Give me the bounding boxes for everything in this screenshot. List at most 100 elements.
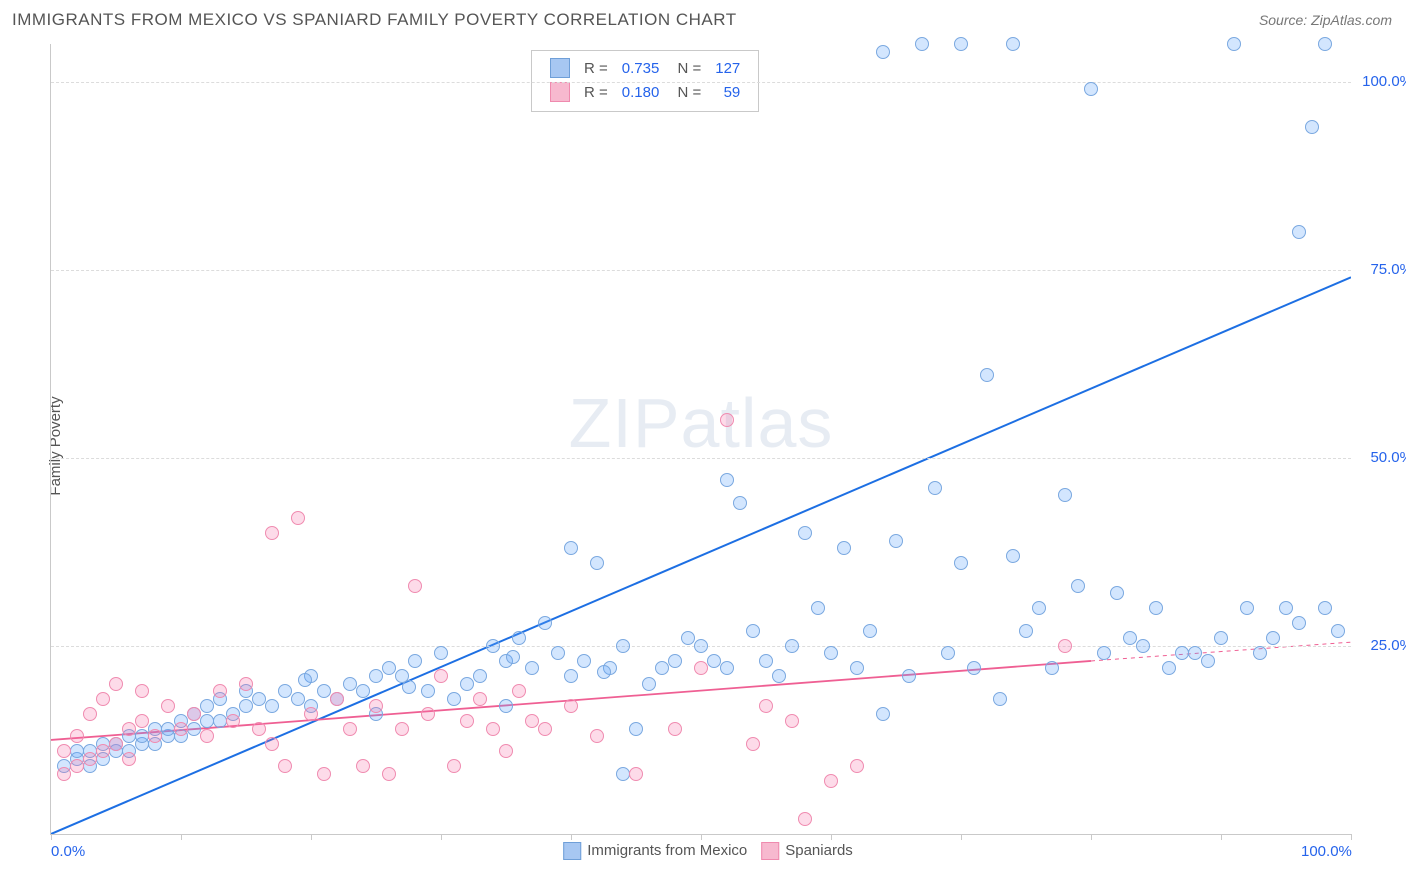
data-point bbox=[616, 767, 630, 781]
data-point bbox=[1032, 601, 1046, 615]
gridline-h bbox=[51, 82, 1351, 83]
data-point bbox=[70, 744, 84, 758]
legend-n-label: N = bbox=[667, 81, 707, 103]
data-point bbox=[1162, 661, 1176, 675]
data-point bbox=[213, 684, 227, 698]
data-point bbox=[798, 526, 812, 540]
data-point bbox=[1110, 586, 1124, 600]
data-point bbox=[1292, 616, 1306, 630]
x-tick bbox=[571, 834, 572, 840]
data-point bbox=[460, 714, 474, 728]
data-point bbox=[668, 722, 682, 736]
data-point bbox=[356, 759, 370, 773]
data-point bbox=[369, 699, 383, 713]
data-point bbox=[57, 767, 71, 781]
data-point bbox=[694, 661, 708, 675]
data-point bbox=[1006, 37, 1020, 51]
data-point bbox=[1214, 631, 1228, 645]
data-point bbox=[1097, 646, 1111, 660]
x-tick bbox=[1351, 834, 1352, 840]
series-legend: Immigrants from MexicoSpaniards bbox=[549, 842, 853, 860]
data-point bbox=[1006, 549, 1020, 563]
gridline-h bbox=[51, 458, 1351, 459]
data-point bbox=[655, 661, 669, 675]
data-point bbox=[265, 699, 279, 713]
data-point bbox=[746, 624, 760, 638]
data-point bbox=[434, 669, 448, 683]
data-point bbox=[876, 45, 890, 59]
data-point bbox=[473, 669, 487, 683]
x-tick-label: 0.0% bbox=[51, 843, 85, 860]
legend-swatch bbox=[563, 842, 581, 860]
data-point bbox=[343, 677, 357, 691]
data-point bbox=[161, 699, 175, 713]
legend-n-value: 59 bbox=[709, 81, 746, 103]
data-point bbox=[597, 665, 611, 679]
data-point bbox=[629, 722, 643, 736]
data-point bbox=[772, 669, 786, 683]
data-point bbox=[96, 744, 110, 758]
gridline-h bbox=[51, 270, 1351, 271]
data-point bbox=[96, 692, 110, 706]
data-point bbox=[525, 661, 539, 675]
data-point bbox=[135, 729, 149, 743]
data-point bbox=[824, 774, 838, 788]
data-point bbox=[135, 714, 149, 728]
data-point bbox=[291, 511, 305, 525]
data-point bbox=[525, 714, 539, 728]
data-point bbox=[408, 654, 422, 668]
legend-r-value: 0.735 bbox=[616, 57, 666, 79]
data-point bbox=[304, 707, 318, 721]
data-point bbox=[252, 722, 266, 736]
data-point bbox=[1240, 601, 1254, 615]
x-tick bbox=[1091, 834, 1092, 840]
data-point bbox=[343, 722, 357, 736]
data-point bbox=[317, 767, 331, 781]
data-point bbox=[298, 673, 312, 687]
data-point bbox=[733, 496, 747, 510]
data-point bbox=[252, 692, 266, 706]
data-point bbox=[1188, 646, 1202, 660]
data-point bbox=[954, 37, 968, 51]
data-point bbox=[785, 639, 799, 653]
data-point bbox=[291, 692, 305, 706]
legend-r-label: R = bbox=[578, 81, 614, 103]
data-point bbox=[850, 759, 864, 773]
data-point bbox=[317, 684, 331, 698]
data-point bbox=[564, 669, 578, 683]
data-point bbox=[538, 616, 552, 630]
data-point bbox=[1136, 639, 1150, 653]
data-point bbox=[720, 473, 734, 487]
x-tick bbox=[181, 834, 182, 840]
data-point bbox=[876, 707, 890, 721]
data-point bbox=[1318, 601, 1332, 615]
legend-n-value: 127 bbox=[709, 57, 746, 79]
watermark-text: ZIPatlas bbox=[569, 383, 834, 463]
data-point bbox=[694, 639, 708, 653]
data-point bbox=[837, 541, 851, 555]
data-point bbox=[1227, 37, 1241, 51]
data-point bbox=[1084, 82, 1098, 96]
data-point bbox=[395, 722, 409, 736]
data-point bbox=[993, 692, 1007, 706]
legend-row: R =0.180 N =59 bbox=[544, 81, 746, 103]
data-point bbox=[1331, 624, 1345, 638]
data-point bbox=[1149, 601, 1163, 615]
data-point bbox=[590, 729, 604, 743]
data-point bbox=[421, 684, 435, 698]
data-point bbox=[109, 737, 123, 751]
data-point bbox=[473, 692, 487, 706]
data-point bbox=[551, 646, 565, 660]
data-point bbox=[1058, 488, 1072, 502]
data-point bbox=[616, 639, 630, 653]
data-point bbox=[447, 692, 461, 706]
data-point bbox=[590, 556, 604, 570]
data-point bbox=[1058, 639, 1072, 653]
data-point bbox=[265, 526, 279, 540]
data-point bbox=[915, 37, 929, 51]
data-point bbox=[1279, 601, 1293, 615]
data-point bbox=[668, 654, 682, 668]
data-point bbox=[720, 661, 734, 675]
data-point bbox=[486, 722, 500, 736]
chart-title: IMMIGRANTS FROM MEXICO VS SPANIARD FAMIL… bbox=[12, 10, 737, 30]
